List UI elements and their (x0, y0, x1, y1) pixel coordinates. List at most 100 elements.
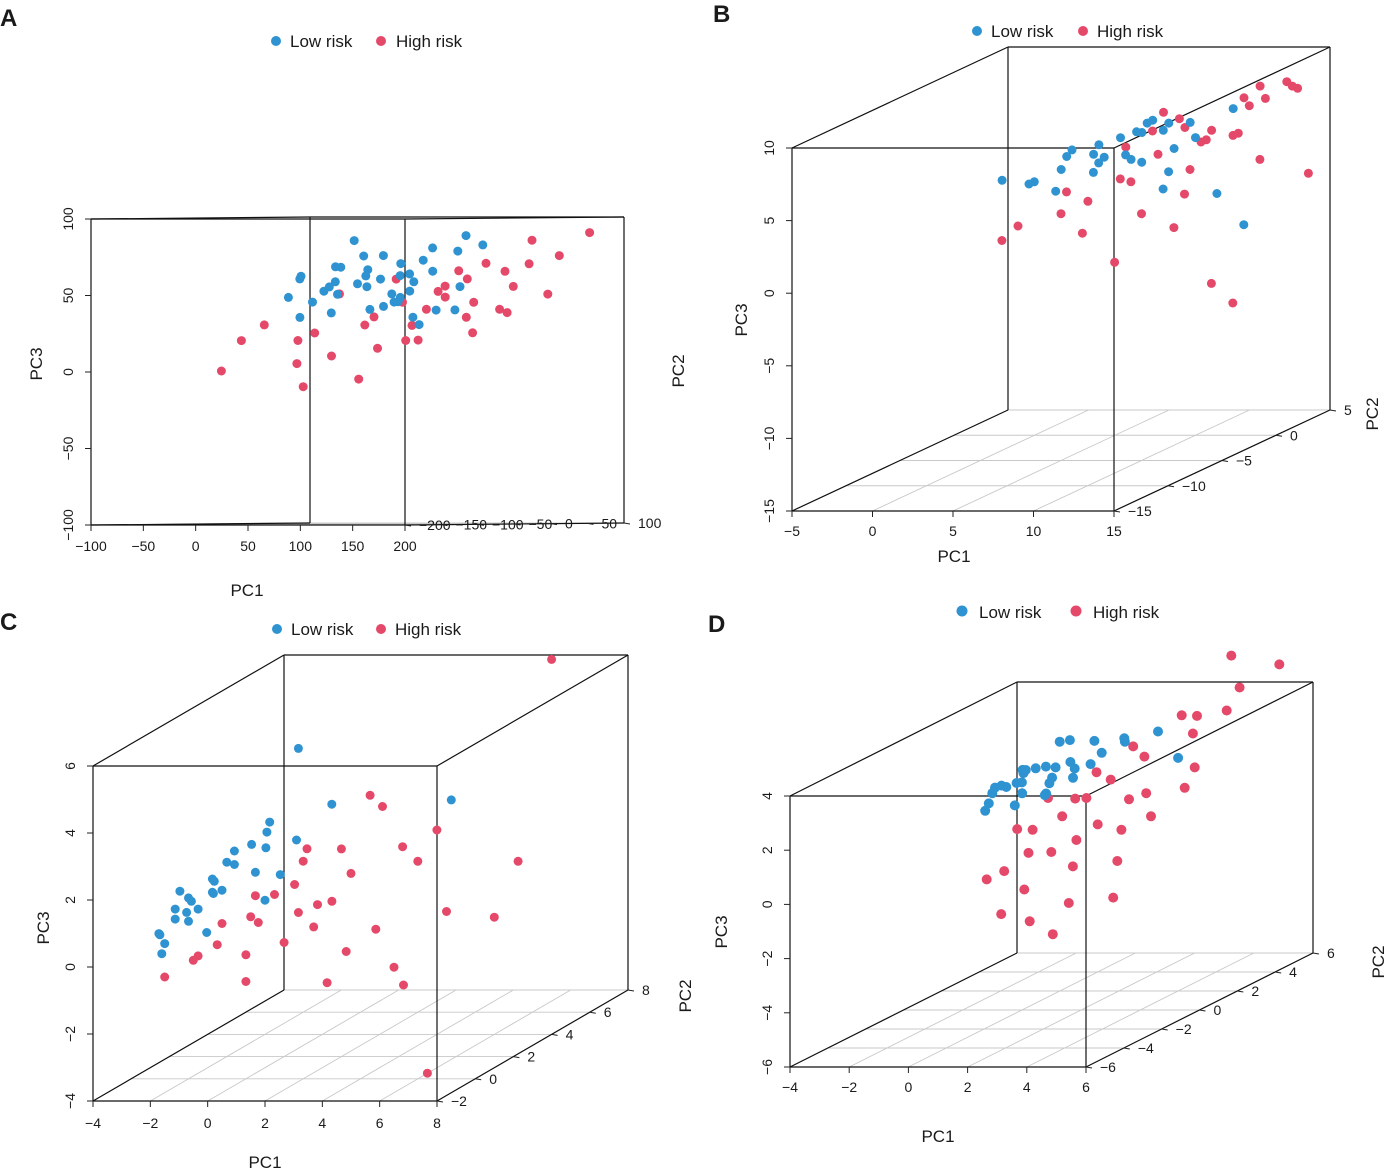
point-low-risk (997, 175, 1007, 185)
point-high-risk (1260, 93, 1270, 103)
point-high-risk (298, 856, 308, 866)
point-high-risk (389, 962, 399, 972)
point-low-risk (414, 320, 424, 330)
x-tick-label: −4 (85, 1115, 101, 1131)
y-axis-title: PC2 (676, 979, 695, 1012)
point-low-risk (1137, 157, 1147, 167)
point-low-risk (1001, 782, 1012, 792)
point-high-risk (1244, 101, 1254, 111)
point-low-risk (1191, 133, 1200, 143)
point-low-risk (405, 286, 415, 296)
point-low-risk (363, 265, 373, 275)
point-low-risk (1116, 133, 1125, 143)
point-high-risk (365, 790, 375, 800)
y-tick-mark (1167, 485, 1175, 488)
point-high-risk (188, 955, 198, 965)
point-high-risk (1023, 847, 1034, 858)
point-low-risk (1068, 772, 1078, 783)
y-tick-mark (551, 1033, 558, 1036)
box-edge (789, 952, 1018, 1068)
point-low-risk (1228, 104, 1238, 114)
y-tick-label: 5 (1344, 402, 1352, 418)
box-edge (90, 216, 311, 220)
point-low-risk (461, 231, 471, 241)
y-tick-label: 6 (604, 1004, 612, 1020)
point-low-risk (170, 914, 180, 924)
y-tick-mark (1329, 409, 1337, 412)
point-high-risk (1255, 154, 1265, 164)
legend-marker-low-risk (956, 605, 968, 617)
point-high-risk (1180, 189, 1189, 199)
point-low-risk (428, 243, 438, 253)
point-low-risk (408, 312, 418, 322)
point-high-risk (1146, 811, 1156, 822)
point-high-risk (1239, 93, 1249, 103)
point-high-risk (1221, 705, 1232, 716)
point-high-risk (997, 236, 1007, 245)
point-low-risk (292, 835, 301, 845)
point-low-risk (1119, 733, 1130, 744)
point-low-risk (1069, 763, 1080, 774)
z-tick-label: −100 (60, 509, 76, 541)
point-high-risk (1137, 209, 1146, 219)
x-axis-title: PC1 (248, 1153, 281, 1171)
point-low-risk (1050, 762, 1061, 773)
grid-line (150, 989, 342, 1102)
point-low-risk (324, 282, 334, 292)
z-tick-label: −5 (761, 358, 777, 374)
point-low-risk (154, 929, 164, 939)
point-high-risk (432, 825, 442, 835)
z-tick-label: −2 (759, 950, 775, 966)
point-low-risk (1094, 158, 1104, 168)
y-tick-label: 0 (1214, 1002, 1222, 1018)
point-high-risk (292, 359, 302, 369)
z-tick-label: −15 (761, 499, 777, 523)
point-low-risk (1020, 765, 1031, 775)
panel-b: B Low risk High risk PC1 PC2 PC3 −5 0 5 10 1… (713, 1, 1382, 566)
point-high-risk (1063, 898, 1074, 908)
point-high-risk (1185, 165, 1195, 174)
point-low-risk (1239, 220, 1249, 230)
x-tick-label: 6 (376, 1115, 384, 1131)
point-high-risk (1187, 728, 1198, 739)
point-low-risk (1153, 726, 1163, 737)
point-high-risk (1169, 223, 1179, 233)
point-low-risk (186, 896, 196, 906)
z-tick-label: 100 (60, 207, 76, 231)
y-tick-mark (1221, 460, 1229, 462)
x-tick-label: 50 (240, 538, 256, 554)
point-low-risk (265, 817, 275, 827)
point-low-risk (1085, 759, 1096, 770)
point-low-risk (1169, 144, 1179, 153)
y-tick-label: 2 (1251, 983, 1259, 999)
point-high-risk (462, 274, 472, 284)
point-low-risk (222, 857, 232, 867)
z-tick-label: −4 (759, 1005, 775, 1021)
point-high-risk (981, 874, 992, 885)
point-high-risk (241, 977, 251, 986)
point-high-risk (468, 328, 478, 338)
legend-label-high-risk: High risk (1097, 22, 1164, 41)
x-tick-label: 0 (204, 1115, 212, 1131)
point-low-risk (478, 240, 488, 250)
point-high-risk (1081, 793, 1092, 803)
point-high-risk (302, 844, 312, 854)
point-low-risk (1096, 747, 1107, 758)
point-high-risk (1027, 824, 1038, 835)
box-edge (791, 46, 1009, 149)
tick-labels: −100 −50 0 50 100 150 200−200 −150 −100 −50 0 50 100… (60, 207, 662, 554)
x-tick-label: −2 (841, 1079, 857, 1095)
point-low-risk (1173, 752, 1184, 763)
point-low-risk (409, 277, 419, 287)
point-high-risk (502, 308, 512, 318)
point-high-risk (524, 259, 534, 269)
y-tick-mark (1113, 510, 1121, 513)
y-tick-label: −5 (1236, 453, 1252, 469)
point-high-risk (1226, 650, 1237, 661)
point-low-risk (396, 259, 406, 269)
point-high-risk (293, 336, 303, 345)
y-tick-mark (587, 522, 594, 525)
y-tick-mark (1275, 971, 1282, 974)
box-edge (1085, 681, 1314, 797)
point-high-risk (313, 900, 322, 910)
